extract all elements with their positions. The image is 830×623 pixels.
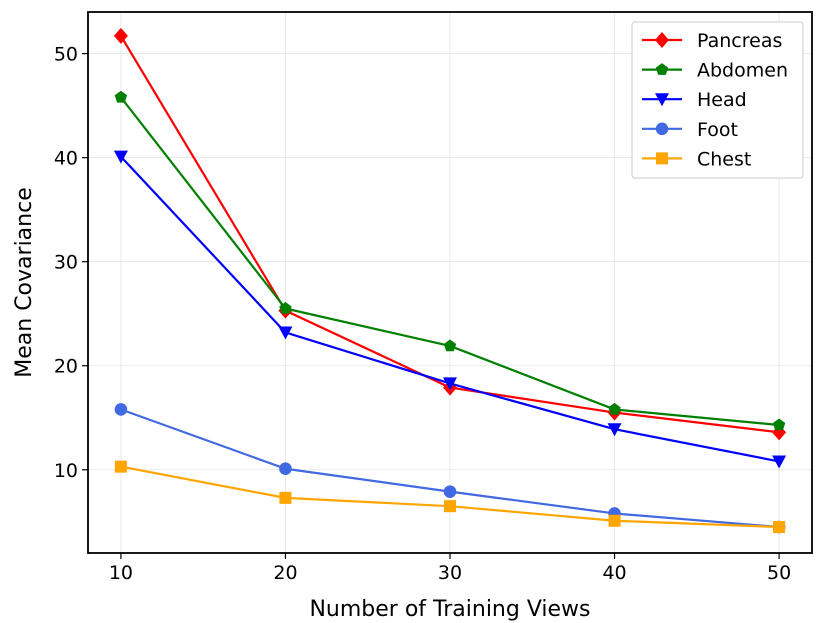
legend-label-head: Head bbox=[697, 89, 747, 111]
series-layer bbox=[113, 27, 787, 534]
chest-point bbox=[444, 500, 456, 513]
head-point bbox=[278, 326, 293, 340]
foot-point bbox=[114, 403, 128, 416]
legend-marker-chest bbox=[656, 152, 668, 165]
legend-label-foot: Foot bbox=[697, 119, 738, 141]
legend-marker-pancreas bbox=[655, 32, 669, 48]
y-tick-label: 20 bbox=[54, 356, 78, 378]
y-tick-label: 50 bbox=[54, 44, 78, 66]
series-head bbox=[113, 150, 787, 469]
legend-marker-abdomen bbox=[655, 63, 669, 75]
legend-item-chest: Chest bbox=[642, 148, 751, 170]
head-point bbox=[113, 150, 128, 164]
legend-marker-head bbox=[655, 93, 669, 107]
axis-ticks: 10 20 30 40 50 10 20 30 40 50 bbox=[54, 44, 791, 584]
chest-point bbox=[114, 460, 127, 473]
head-point bbox=[772, 455, 787, 469]
foot-point bbox=[279, 462, 292, 476]
abdomen-point bbox=[443, 339, 457, 352]
legend-box bbox=[631, 21, 804, 179]
foot-point bbox=[443, 485, 457, 498]
y-axis-label: Mean Covariance bbox=[12, 187, 37, 377]
y-tick-label: 10 bbox=[54, 460, 78, 482]
abdomen-point bbox=[772, 418, 786, 431]
legend-marker-foot bbox=[655, 122, 669, 136]
x-tick-label: 20 bbox=[273, 562, 297, 584]
legend-label-pancreas: Pancreas bbox=[697, 30, 782, 52]
legend-item-head: Head bbox=[642, 89, 747, 111]
series-chest bbox=[114, 460, 786, 533]
legend-item-abdomen: Abdomen bbox=[642, 60, 788, 82]
legend-label-abdomen: Abdomen bbox=[697, 60, 788, 82]
x-axis-label: Number of Training Views bbox=[309, 597, 590, 622]
pancreas-point bbox=[113, 27, 128, 44]
y-tick-label: 30 bbox=[54, 252, 78, 274]
chest-point bbox=[608, 514, 621, 527]
x-tick-label: 50 bbox=[767, 562, 791, 584]
legend: Pancreas Abdomen Head Foot Chest bbox=[631, 21, 804, 179]
head-point bbox=[607, 423, 622, 437]
legend-item-pancreas: Pancreas bbox=[642, 30, 782, 52]
series-foot bbox=[114, 403, 786, 534]
x-tick-label: 40 bbox=[602, 562, 626, 584]
x-tick-label: 10 bbox=[109, 562, 133, 584]
head-point bbox=[443, 377, 457, 391]
legend-item-foot: Foot bbox=[642, 119, 738, 141]
abdomen-point bbox=[608, 402, 621, 415]
abdomen-point bbox=[114, 90, 128, 103]
chest-point bbox=[279, 491, 292, 504]
x-tick-label: 30 bbox=[438, 562, 462, 584]
y-tick-label: 40 bbox=[54, 148, 78, 170]
series-abdomen bbox=[114, 90, 786, 431]
chest-point bbox=[773, 520, 786, 533]
legend-label-chest: Chest bbox=[697, 148, 751, 170]
abdomen-point bbox=[279, 302, 292, 314]
